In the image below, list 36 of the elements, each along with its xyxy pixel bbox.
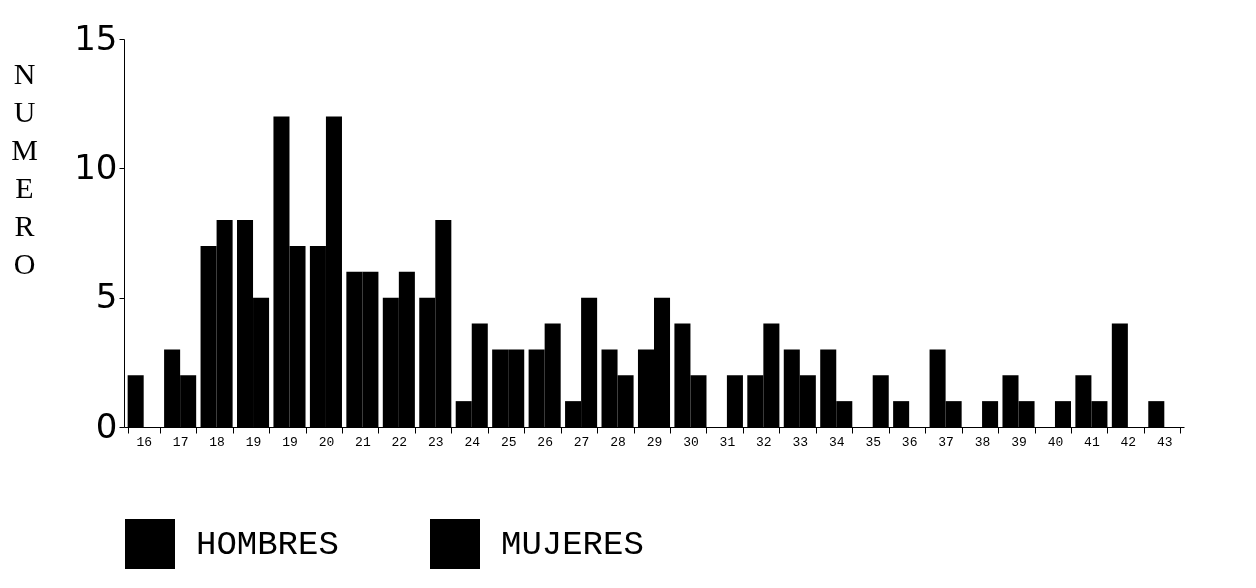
x-tick-label: 21 [355, 434, 371, 450]
x-tick-label: 26 [537, 434, 553, 450]
x-tick-label: 27 [573, 434, 590, 450]
x-tick-label: 43 [1157, 434, 1173, 450]
x-tick-label: 30 [683, 434, 699, 450]
x-tick-label: 24 [464, 434, 481, 450]
x-tick-label: 22 [391, 434, 408, 450]
x-tick-label: 18 [209, 434, 225, 450]
x-tick-label: 37 [938, 434, 954, 450]
x-tick-label: 20 [318, 434, 335, 450]
x-tick-label: 29 [646, 434, 663, 450]
y-tick-label: 15 [74, 17, 118, 58]
legend-label: HOMBRES [196, 526, 339, 564]
y-tick-label: 10 [74, 146, 118, 187]
x-tick-label: 17 [172, 434, 189, 450]
x-tick-label: 35 [865, 434, 882, 450]
legend-label: MUJERES [501, 526, 644, 564]
x-tick-label: 39 [1011, 434, 1027, 450]
y-axis-title: NUMERO [11, 56, 38, 280]
x-tick-label: 41 [1084, 434, 1100, 450]
x-tick-label: 28 [610, 434, 626, 450]
x-tick-label: 32 [756, 434, 772, 450]
x-tick-label: 31 [719, 434, 736, 450]
x-tick-label: 23 [427, 434, 444, 450]
x-tick-label: 25 [500, 434, 517, 450]
x-tick-label: 42 [1120, 434, 1137, 450]
x-tick-label: 40 [1047, 434, 1064, 450]
y-tick-label: 0 [95, 405, 118, 446]
x-tick-label: 16 [136, 434, 152, 450]
x-tick-label: 38 [974, 434, 991, 450]
x-tick-label: 19 [245, 434, 262, 450]
x-tick-label: 19 [282, 434, 298, 450]
x-tick-label: 36 [901, 434, 918, 450]
x-tick-label: 34 [828, 434, 845, 450]
x-tick-label: 33 [792, 434, 809, 450]
y-tick-label: 5 [95, 276, 118, 317]
